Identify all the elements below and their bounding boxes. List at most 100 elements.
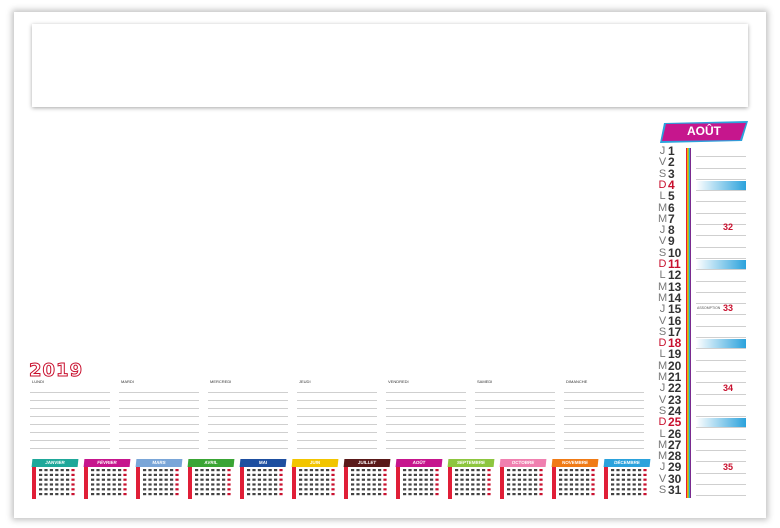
mini-day-cell bbox=[143, 478, 147, 481]
mini-day-cell bbox=[460, 493, 464, 496]
mini-day-cell bbox=[96, 473, 100, 476]
mini-day-cell bbox=[517, 469, 521, 472]
mini-day-cell bbox=[586, 488, 590, 491]
mini-week-marker bbox=[604, 467, 608, 499]
mini-day-cell bbox=[55, 469, 59, 472]
mini-day-cell bbox=[523, 478, 527, 481]
mini-day-cell bbox=[331, 493, 335, 496]
day-row[interactable]: V 16 bbox=[656, 315, 750, 327]
mini-day-cell bbox=[378, 488, 382, 491]
mini-day-cell bbox=[621, 478, 625, 481]
mini-day-cell bbox=[96, 488, 100, 491]
day-row[interactable]: S 24 bbox=[656, 405, 750, 418]
writing-line bbox=[297, 441, 377, 449]
mini-day-cell bbox=[643, 469, 647, 472]
day-row[interactable]: S 17 bbox=[656, 326, 750, 339]
mini-calendar-10: NOVEMBRE bbox=[551, 459, 599, 499]
mini-day-cell bbox=[263, 478, 267, 481]
day-number: 26 bbox=[668, 426, 682, 441]
day-row[interactable]: M 20 bbox=[656, 360, 750, 372]
day-row[interactable]: S 31 bbox=[656, 484, 750, 497]
day-line bbox=[696, 178, 746, 180]
day-row[interactable]: L 26 bbox=[656, 426, 750, 441]
mini-day-cell bbox=[118, 483, 122, 486]
mini-day-cell bbox=[638, 478, 642, 481]
mini-day-cell bbox=[430, 483, 434, 486]
day-row[interactable]: L 19 bbox=[656, 348, 750, 361]
day-number: 23 bbox=[668, 392, 682, 407]
weekday-column: LUNDI bbox=[30, 379, 110, 451]
mini-day-cell bbox=[512, 483, 516, 486]
mini-day-cell bbox=[507, 493, 511, 496]
mini-day-cell bbox=[621, 473, 625, 476]
mini-day-cell bbox=[413, 483, 417, 486]
writing-line bbox=[297, 425, 377, 433]
day-row[interactable]: J 15 bbox=[656, 303, 750, 316]
day-row[interactable]: M 21 bbox=[656, 371, 750, 384]
mini-day-cell bbox=[534, 483, 538, 486]
mini-day-cell bbox=[66, 483, 70, 486]
mini-month-name: OCTOBRE bbox=[499, 459, 547, 467]
mini-day-cell bbox=[216, 473, 220, 476]
writing-line bbox=[208, 401, 288, 409]
day-letter: J bbox=[659, 382, 666, 395]
mini-week-marker bbox=[84, 467, 88, 499]
day-row[interactable]: J 29 bbox=[656, 461, 750, 474]
mini-day-cell bbox=[159, 488, 163, 491]
day-row[interactable]: L 12 bbox=[656, 269, 750, 282]
day-row[interactable]: D 18 bbox=[656, 337, 750, 350]
mini-day-cell bbox=[66, 473, 70, 476]
mini-day-cell bbox=[356, 469, 360, 472]
mini-day-cell bbox=[507, 478, 511, 481]
mini-day-cell bbox=[299, 483, 303, 486]
mini-day-cell bbox=[148, 469, 152, 472]
mini-calendar-9: OCTOBRE bbox=[499, 459, 547, 499]
mini-day-grid bbox=[84, 467, 130, 498]
day-row[interactable]: D 25 bbox=[656, 416, 750, 429]
mini-day-cell bbox=[430, 478, 434, 481]
day-row[interactable]: V 23 bbox=[656, 392, 750, 407]
day-row[interactable]: M 13 bbox=[656, 281, 750, 293]
mini-day-cell bbox=[164, 473, 168, 476]
writing-line bbox=[475, 393, 555, 401]
day-row[interactable]: D 11 bbox=[656, 258, 750, 271]
day-row[interactable]: M 14 bbox=[656, 292, 750, 305]
mini-day-cell bbox=[517, 483, 521, 486]
mini-day-cell bbox=[55, 478, 59, 481]
mini-day-cell bbox=[482, 469, 486, 472]
mini-day-cell bbox=[413, 473, 417, 476]
mini-day-cell bbox=[263, 473, 267, 476]
day-row[interactable]: J 22 bbox=[656, 382, 750, 395]
mini-day-cell bbox=[101, 493, 105, 496]
writing-line bbox=[564, 401, 644, 409]
day-row[interactable]: M 28 bbox=[656, 450, 750, 463]
mini-day-cell bbox=[356, 488, 360, 491]
mini-day-cell bbox=[315, 483, 319, 486]
mini-day-cell bbox=[383, 473, 387, 476]
day-row[interactable]: M 27 bbox=[656, 439, 750, 452]
mini-day-cell bbox=[408, 473, 412, 476]
day-number: 8 bbox=[668, 223, 675, 238]
day-number: 2 bbox=[668, 155, 675, 170]
writing-line bbox=[30, 401, 110, 409]
day-line bbox=[696, 280, 746, 282]
mini-day-cell bbox=[164, 488, 168, 491]
mini-day-cell bbox=[205, 493, 209, 496]
mini-day-cell bbox=[195, 478, 199, 481]
mini-day-cell bbox=[49, 478, 53, 481]
day-row[interactable]: V 30 bbox=[656, 473, 750, 485]
mini-day-cell bbox=[471, 488, 475, 491]
writing-line bbox=[297, 401, 377, 409]
mini-day-cell bbox=[164, 469, 168, 472]
mini-day-cell bbox=[564, 493, 568, 496]
day-row[interactable]: S 10 bbox=[656, 247, 750, 259]
